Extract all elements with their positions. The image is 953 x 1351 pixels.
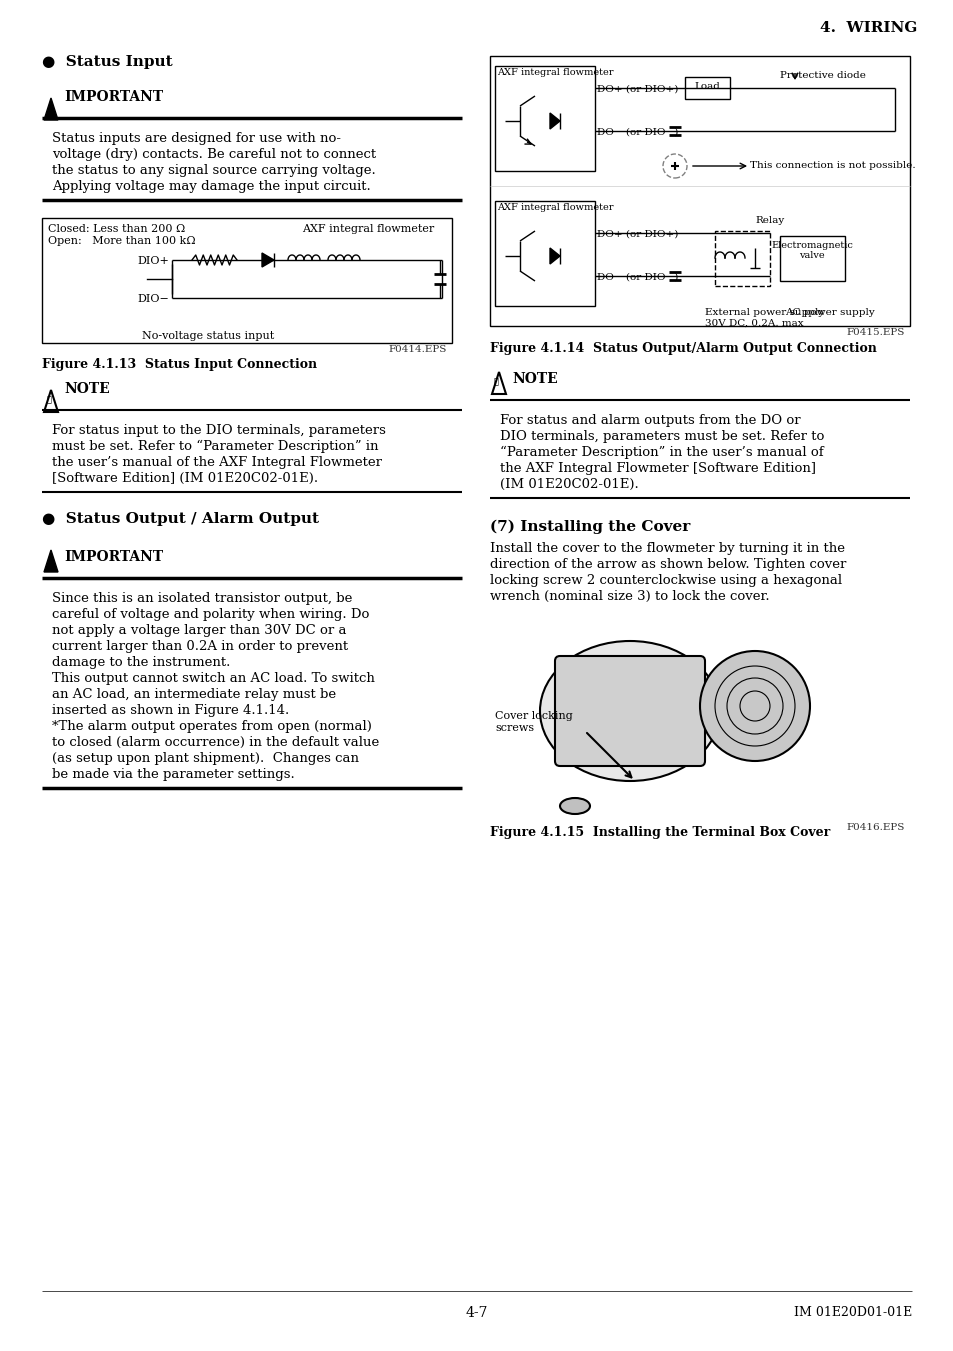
Text: This output cannot switch an AC load. To switch: This output cannot switch an AC load. To… [52,671,375,685]
Text: ●  Status Input: ● Status Input [42,55,172,69]
Text: F0414.EPS: F0414.EPS [388,345,447,354]
Text: F0415.EPS: F0415.EPS [845,328,904,336]
Text: DO− (or DIO−): DO− (or DIO−) [597,273,678,282]
Bar [684,77,729,99]
Text: F0416.EPS: F0416.EPS [845,823,904,832]
Bar [495,66,595,172]
Bar [714,231,769,286]
Polygon shape [44,99,58,120]
Text: *The alarm output operates from open (normal): *The alarm output operates from open (no… [52,720,372,734]
Text: the AXF Integral Flowmeter [Software Edition]: the AXF Integral Flowmeter [Software Edi… [499,462,815,476]
Text: For status and alarm outputs from the DO or: For status and alarm outputs from the DO… [499,413,800,427]
Text: damage to the instrument.: damage to the instrument. [52,657,230,669]
Polygon shape [44,550,58,571]
Text: Relay: Relay [754,216,783,226]
Polygon shape [262,253,274,267]
Text: not apply a voltage larger than 30V DC or a: not apply a voltage larger than 30V DC o… [52,624,346,638]
Text: DO+ (or DIO+): DO+ (or DIO+) [597,85,678,95]
Text: locking screw 2 counterclockwise using a hexagonal: locking screw 2 counterclockwise using a… [490,574,841,586]
Text: an AC load, an intermediate relay must be: an AC load, an intermediate relay must b… [52,688,335,701]
Text: For status input to the DIO terminals, parameters: For status input to the DIO terminals, p… [52,424,385,436]
Bar [42,218,452,343]
Text: NOTE: NOTE [512,372,558,386]
Text: careful of voltage and polarity when wiring. Do: careful of voltage and polarity when wir… [52,608,369,621]
Polygon shape [550,249,559,263]
Text: 4-7: 4-7 [465,1306,488,1320]
Text: Figure 4.1.15  Installing the Terminal Box Cover: Figure 4.1.15 Installing the Terminal Bo… [490,825,829,839]
Text: (7) Installing the Cover: (7) Installing the Cover [490,520,690,535]
Text: the status to any signal source carrying voltage.: the status to any signal source carrying… [52,163,375,177]
Text: IM 01E20D01-01E: IM 01E20D01-01E [793,1306,911,1319]
Text: No-voltage status input: No-voltage status input [142,331,274,340]
Text: AXF integral flowmeter: AXF integral flowmeter [497,203,613,212]
Text: IMPORTANT: IMPORTANT [64,91,163,104]
Text: Since this is an isolated transistor output, be: Since this is an isolated transistor out… [52,592,352,605]
Text: inserted as shown in Figure 4.1.14.: inserted as shown in Figure 4.1.14. [52,704,289,717]
Text: (IM 01E20C02-01E).: (IM 01E20C02-01E). [499,478,639,490]
Text: DO+ (or DIO+): DO+ (or DIO+) [597,230,678,239]
Text: 4.  WIRING: 4. WIRING [820,22,917,35]
Text: be made via the parameter settings.: be made via the parameter settings. [52,767,294,781]
Text: direction of the arrow as shown below. Tighten cover: direction of the arrow as shown below. T… [490,558,845,571]
Text: IMPORTANT: IMPORTANT [64,550,163,563]
Text: Cover locking
screws: Cover locking screws [495,711,572,732]
Text: Closed: Less than 200 Ω: Closed: Less than 200 Ω [48,224,185,234]
Ellipse shape [539,640,720,781]
Text: (as setup upon plant shipment).  Changes can: (as setup upon plant shipment). Changes … [52,753,358,765]
Text: to closed (alarm occurrence) in the default value: to closed (alarm occurrence) in the defa… [52,736,379,748]
Text: wrench (nominal size 3) to lock the cover.: wrench (nominal size 3) to lock the cove… [490,590,769,603]
Text: DIO+: DIO+ [137,255,169,266]
Text: AC power supply: AC power supply [784,308,874,317]
Text: voltage (dry) contacts. Be careful not to connect: voltage (dry) contacts. Be careful not t… [52,149,375,161]
Text: Applying voltage may damage the input circuit.: Applying voltage may damage the input ci… [52,180,371,193]
Polygon shape [550,113,559,128]
Text: Figure 4.1.14  Status Output/Alarm Output Connection: Figure 4.1.14 Status Output/Alarm Output… [490,342,876,355]
Text: ☝: ☝ [494,378,498,386]
Text: must be set. Refer to “Parameter Description” in: must be set. Refer to “Parameter Descrip… [52,440,378,453]
Bar [495,201,595,305]
Text: DIO terminals, parameters must be set. Refer to: DIO terminals, parameters must be set. R… [499,430,823,443]
Text: the user’s manual of the AXF Integral Flowmeter: the user’s manual of the AXF Integral Fl… [52,457,381,469]
Text: Load: Load [694,82,720,91]
Text: Open:   More than 100 kΩ: Open: More than 100 kΩ [48,236,195,246]
Text: DIO−: DIO− [137,295,169,304]
Ellipse shape [559,798,589,815]
Text: Status inputs are designed for use with no-: Status inputs are designed for use with … [52,132,340,145]
Text: This connection is not possible.: This connection is not possible. [749,161,915,170]
FancyBboxPatch shape [555,657,704,766]
Text: current larger than 0.2A in order to prevent: current larger than 0.2A in order to pre… [52,640,348,653]
Text: DO− (or DIO−): DO− (or DIO−) [597,128,678,136]
Text: ●  Status Output / Alarm Output: ● Status Output / Alarm Output [42,512,318,526]
Text: “Parameter Description” in the user’s manual of: “Parameter Description” in the user’s ma… [499,446,822,459]
Text: Install the cover to the flowmeter by turning it in the: Install the cover to the flowmeter by tu… [490,542,844,555]
Text: [Software Edition] (IM 01E20C02-01E).: [Software Edition] (IM 01E20C02-01E). [52,471,317,485]
Text: AXF integral flowmeter: AXF integral flowmeter [302,224,434,234]
Text: AXF integral flowmeter: AXF integral flowmeter [497,68,613,77]
Text: NOTE: NOTE [64,382,110,396]
Circle shape [700,651,809,761]
Text: Electromagnetic
valve: Electromagnetic valve [770,240,852,261]
Text: Figure 4.1.13  Status Input Connection: Figure 4.1.13 Status Input Connection [42,358,316,372]
Text: ☝: ☝ [47,396,52,404]
Text: Protective diode: Protective diode [780,72,865,80]
Bar [780,236,844,281]
Bar [490,55,909,326]
Text: External power supply
30V DC, 0.2A. max: External power supply 30V DC, 0.2A. max [704,308,823,327]
